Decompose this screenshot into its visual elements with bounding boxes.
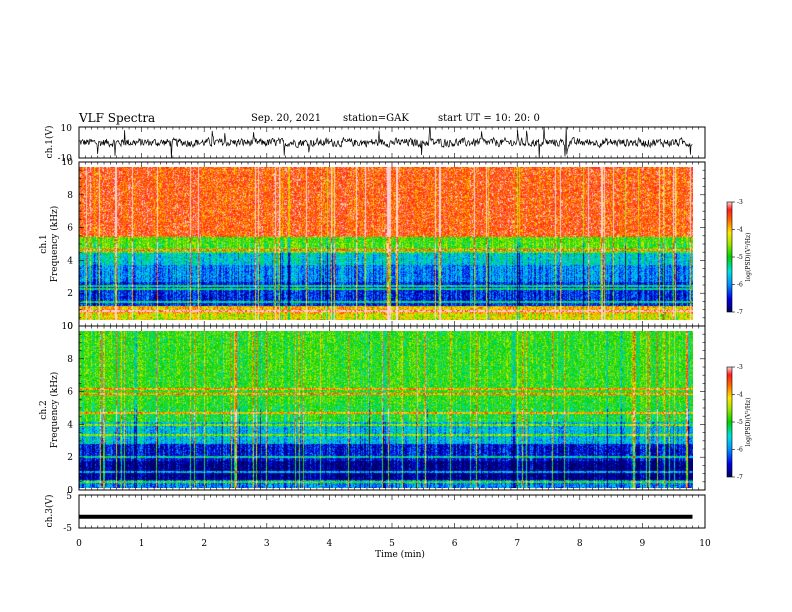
ch2-colorbar: -3 -4 -5 -6 -7 log(PSD)(V²/Hz) [726,364,752,481]
ch3-waveform-ticks [78,495,706,528]
time-tick-label: 3 [264,539,270,549]
time-tick-label: 9 [640,539,646,549]
freq-tick-label: 0 [67,486,73,496]
freq-tick-label: 0 [67,322,73,332]
ch3-waveform-frame [78,494,706,529]
ch3-waveform-ylabel: ch.3(V) [44,495,55,528]
freq-tick-label: 4 [67,256,73,266]
ch2-spectrogram-panel: 0 2 4 6 8 10 ch.2 Frequency (kHz) -3 -4 -5 -6 -7 … [39,322,752,496]
ch2-spectrogram-image [79,331,693,488]
ch2-colorbar-label: log(PSD)(V²/Hz) [745,398,752,447]
ch2-colorbar-gradient [726,366,733,478]
time-tick-label: 2 [201,539,207,549]
ch1-spectrogram-image [79,167,693,320]
ch1-spectrogram-ticks [78,161,706,327]
colorbar-tick-label: -4 [737,392,743,399]
ch1-waveform-line [79,127,693,158]
ch1-waveform-ylabel: ch.1(V) [44,126,55,159]
ch1-spectrogram-panel: 0 2 4 6 8 10 ch.1 Frequency (kHz) -3 -4 -5 -6 -7 … [39,158,752,332]
time-tick-label: 1 [139,539,145,549]
ch1-spectrogram-ylabel-1: ch.1 [39,234,49,253]
header-start-time: start UT = 10: 20: 0 [438,113,540,124]
figure-title: VLF Spectra [79,111,156,125]
ch1-colorbar-label: log(PSD)(V²/Hz) [745,233,752,282]
colorbar-tick-label: -5 [737,419,743,426]
ch1-waveform-panel: 10 -10 ch.1(V) [44,124,706,164]
ch2-spectrogram-ticks [78,325,706,491]
freq-tick-label: 10 [62,322,74,332]
colorbar-tick-label: -6 [737,447,743,454]
time-tick-label: 6 [452,539,458,549]
colorbar-tick-label: -7 [737,309,743,316]
colorbar-tick-label: -6 [737,282,743,289]
colorbar-tick-label: -7 [737,474,743,481]
time-axis-tick-labels: 0 1 2 3 4 5 6 7 8 9 10 [76,539,711,549]
ch3-ytick-top: 5 [66,492,72,502]
ch1-spectrogram-ylabel-2: Frequency (kHz) [49,206,60,283]
freq-tick-label: 10 [62,158,74,168]
freq-tick-label: 6 [67,224,73,234]
ch1-ytick-top: 10 [61,124,73,134]
freq-tick-label: 8 [67,355,73,365]
header-date: Sep. 20, 2021 [251,113,322,124]
time-tick-label: 10 [699,539,711,549]
time-tick-label: 7 [514,539,520,549]
freq-tick-label: 6 [67,388,73,398]
ch2-colorbar-ticks: -3 -4 -5 -6 -7 [732,364,743,481]
freq-tick-label: 8 [67,191,73,201]
time-tick-label: 8 [577,539,583,549]
ch1-spectrogram-ytick-labels: 0 2 4 6 8 10 [62,158,74,332]
ch1-colorbar: -3 -4 -5 -6 -7 log(PSD)(V²/Hz) [726,199,752,316]
colorbar-tick-label: -4 [737,227,743,234]
time-tick-label: 5 [389,539,395,549]
header-station: station=GAK [343,113,409,124]
ch3-ytick-bottom: -5 [63,524,72,534]
ch1-colorbar-ticks: -3 -4 -5 -6 -7 [732,199,743,316]
colorbar-tick-label: -5 [737,254,743,261]
time-axis-label: Time (min) [375,549,425,560]
ch2-spectrogram-ylabel-2: Frequency (kHz) [49,372,60,449]
ch1-colorbar-gradient [726,201,733,313]
time-tick-label: 4 [327,539,333,549]
colorbar-tick-label: -3 [737,199,743,206]
colorbar-tick-label: -3 [737,364,743,371]
ch2-spectrogram-ytick-labels: 0 2 4 6 8 10 [62,322,74,496]
freq-tick-label: 2 [67,453,73,463]
freq-tick-label: 2 [67,289,73,299]
ch1-ytick-bottom: -10 [58,154,73,164]
ch2-spectrogram-ylabel-1: ch.2 [39,400,49,419]
freq-tick-label: 4 [67,420,73,430]
time-tick-label: 0 [76,539,82,549]
ch1-waveform-ticks [78,127,706,158]
ch3-waveform-panel: 5 -5 ch.3(V) 0 1 2 3 4 5 6 7 8 9 10 Time (min) [44,492,711,560]
